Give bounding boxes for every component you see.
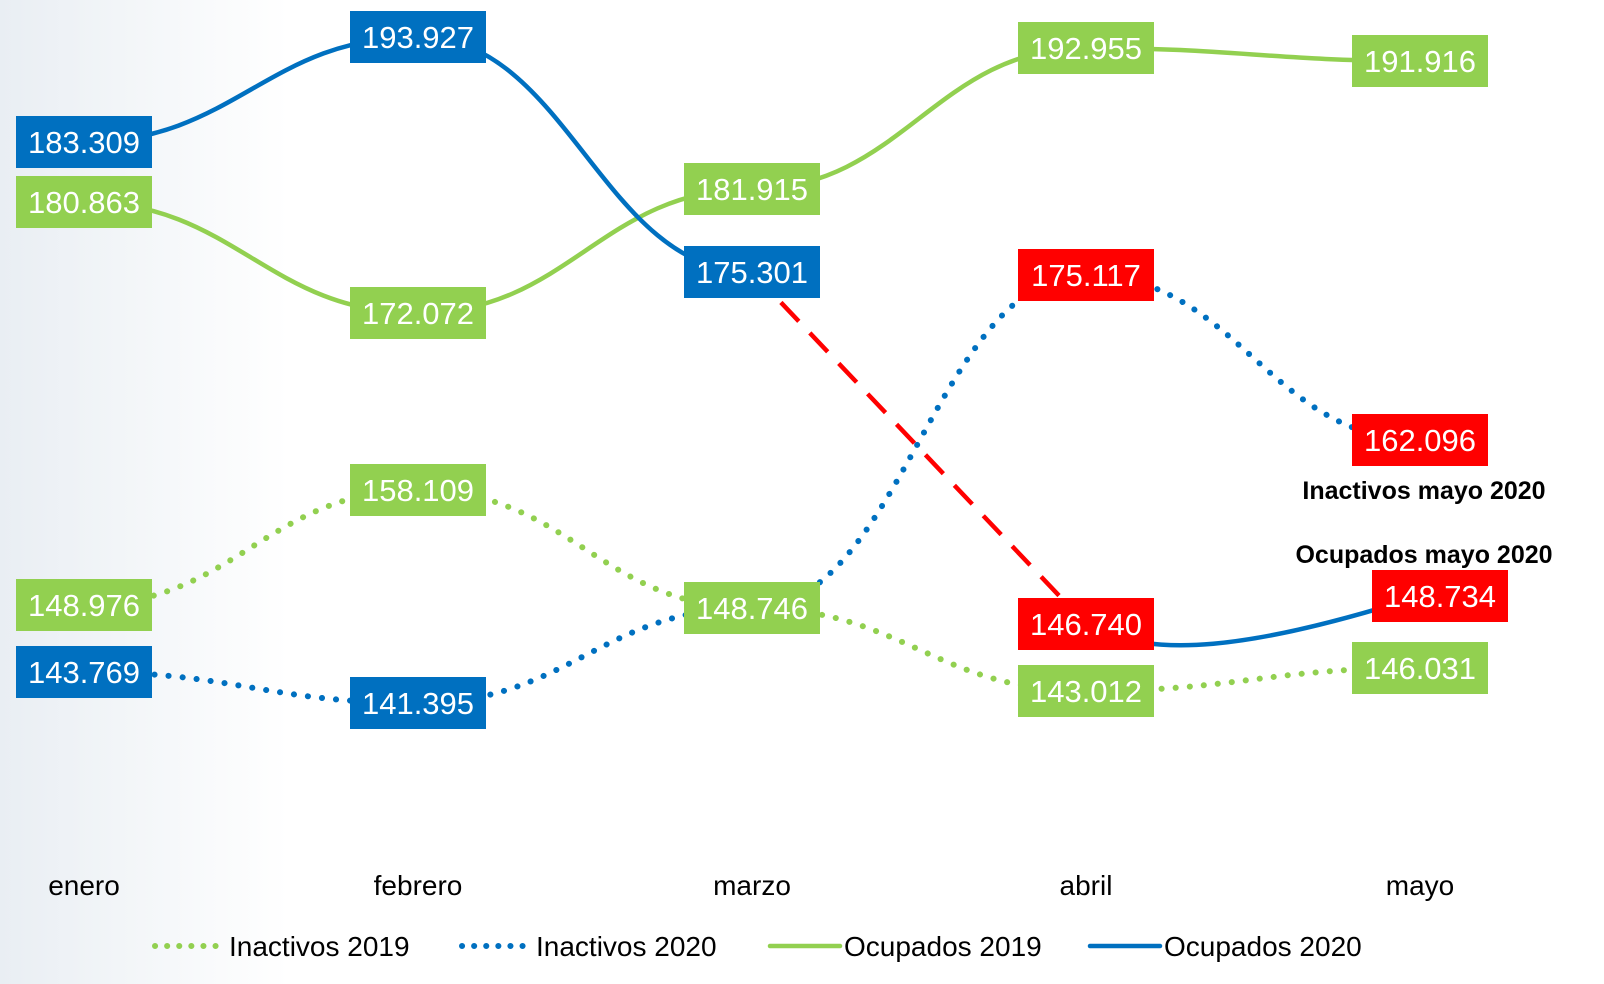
data-label-box — [684, 163, 820, 215]
legend-item-inactivos-2020: Inactivos 2020 — [459, 931, 717, 962]
data-label-value: 148.734 — [1384, 579, 1496, 614]
data-label-value: 175.301 — [696, 255, 808, 290]
data-label-value: 148.746 — [696, 591, 808, 626]
data-label-box — [1352, 35, 1488, 87]
x-tick-label-abril: abril — [1060, 870, 1113, 901]
data-label-value: 192.955 — [1030, 31, 1142, 66]
data-label-inactivos-2020-abril: 175.117 — [1018, 249, 1154, 301]
data-label-box — [350, 464, 486, 516]
data-label-box — [16, 176, 152, 228]
data-label-box — [1018, 598, 1154, 650]
x-tick-label-marzo: marzo — [713, 870, 791, 901]
data-label-value: 172.072 — [362, 296, 474, 331]
data-label-ocupados-2019-marzo: 181.915 — [684, 163, 820, 215]
data-label-box — [1018, 22, 1154, 74]
data-label-ocupados-2020-enero: 183.309 — [16, 116, 152, 168]
data-label-value: 162.096 — [1364, 423, 1476, 458]
data-label-box — [350, 287, 486, 339]
data-label-value: 183.309 — [28, 125, 140, 160]
data-label-inactivos-2019-mayo: 146.031 — [1352, 642, 1488, 694]
x-tick-label-febrero: febrero — [374, 870, 463, 901]
data-label-inactivos-2019-abril: 143.012 — [1018, 665, 1154, 717]
annotation-inactivos-mayo-2020: Inactivos mayo 2020 — [1302, 477, 1545, 505]
annotation-ocupados-mayo-2020: Ocupados mayo 2020 — [1295, 541, 1552, 569]
data-label-value: 175.117 — [1031, 258, 1141, 293]
data-label-value: 180.863 — [28, 185, 140, 220]
data-label-box — [684, 246, 820, 298]
legend-label: Inactivos 2019 — [229, 931, 410, 962]
line-inactivos-2019 — [81, 486, 1423, 695]
data-label-value: 148.976 — [28, 588, 140, 623]
legend-label: Ocupados 2020 — [1164, 931, 1362, 962]
data-label-inactivos-2020-mayo: 162.096 — [1352, 414, 1488, 466]
data-label-box — [16, 116, 152, 168]
data-label-inactivos-2020-enero: 143.769 — [16, 646, 152, 698]
legend: Inactivos 2019 Inactivos 2020 Ocupados 201… — [152, 931, 1362, 962]
data-label-box — [350, 677, 486, 729]
legend-label: Inactivos 2020 — [536, 931, 717, 962]
data-label-value: 146.740 — [1030, 607, 1142, 642]
data-label-box — [16, 579, 152, 631]
data-label-value: 146.031 — [1364, 651, 1476, 686]
data-label-box — [1352, 642, 1488, 694]
data-label-box — [684, 582, 820, 634]
data-label-value: 193.927 — [362, 20, 474, 55]
data-label-ocupados-2020-mayo: 148.734 — [1372, 570, 1508, 622]
data-label-inactivos-2020-febrero: 141.395 — [350, 677, 486, 729]
data-label-ocupados-2019-abril: 192.955 — [1018, 22, 1154, 74]
data-label-ocupados-2019-febrero: 172.072 — [350, 287, 486, 339]
data-label-value: 141.395 — [362, 686, 474, 721]
data-label-ocupados-2019-mayo: 191.916 — [1352, 35, 1488, 87]
data-label-value: 143.769 — [28, 655, 140, 690]
data-label-inactivos-2019-marzo: 148.746 — [684, 582, 820, 634]
data-label-value: 191.916 — [1364, 44, 1476, 79]
data-label-ocupados-2020-marzo: 175.301 — [684, 246, 820, 298]
annotations: Inactivos mayo 2020 Ocupados mayo 2020 — [1295, 477, 1552, 569]
data-label-ocupados-2020-abril: 146.740 — [1018, 598, 1154, 650]
data-label-ocupados-2020-febrero: 193.927 — [350, 11, 486, 63]
legend-item-inactivos-2019: Inactivos 2019 — [152, 931, 410, 962]
line-ocupados-2020-drop — [750, 270, 1088, 626]
data-label-value: 181.915 — [696, 172, 808, 207]
data-label-box — [1018, 665, 1154, 717]
line-ocupados-2020 — [81, 34, 755, 275]
data-label-inactivos-2019-febrero: 158.109 — [350, 464, 486, 516]
data-label-inactivos-2019-enero: 148.976 — [16, 579, 152, 631]
data-label-box — [1018, 249, 1154, 301]
x-tick-label-mayo: mayo — [1386, 870, 1454, 901]
category-axis-labels: enero febrero marzo abril mayo — [48, 870, 1454, 901]
legend-label: Ocupados 2019 — [844, 931, 1042, 962]
data-label-value: 158.109 — [362, 473, 474, 508]
data-label-box — [1352, 414, 1488, 466]
legend-item-ocupados-2020: Ocupados 2020 — [1087, 931, 1362, 962]
data-label-value: 143.012 — [1030, 674, 1142, 709]
data-label-ocupados-2019-enero: 180.863 — [16, 176, 152, 228]
legend-item-ocupados-2019: Ocupados 2019 — [767, 931, 1042, 962]
data-label-box — [16, 646, 152, 698]
data-label-box — [350, 11, 486, 63]
data-labels: 148.976 158.109 148.746 143.012 146.031 143.7… — [16, 11, 1508, 729]
data-label-box — [1372, 570, 1508, 622]
x-tick-label-enero: enero — [48, 870, 120, 901]
line-inactivos-2020 — [81, 271, 1423, 707]
